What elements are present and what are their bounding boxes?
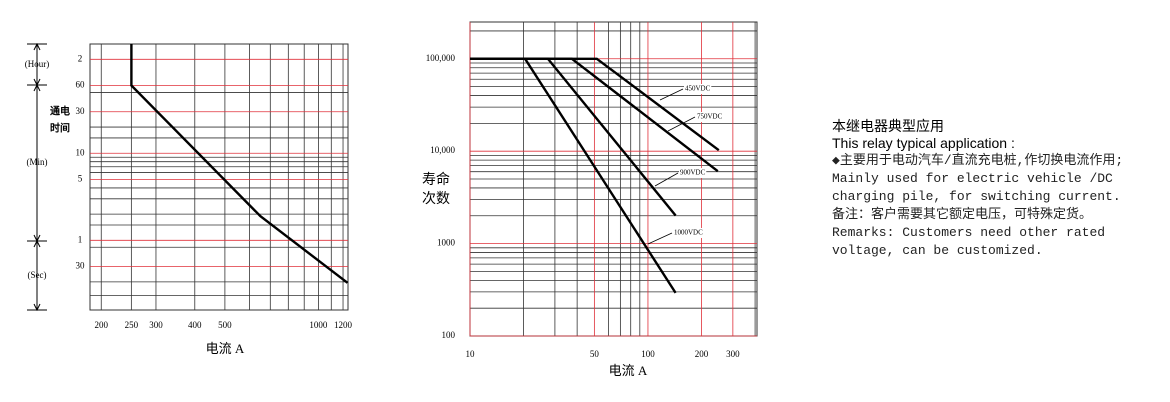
x-tick-label: 300 bbox=[149, 320, 163, 330]
x-tick-label: 250 bbox=[125, 320, 139, 330]
series-label: 900VDC bbox=[680, 169, 706, 177]
y-tick-label: 10,000 bbox=[430, 145, 455, 155]
series-label: 450VDC bbox=[685, 85, 711, 93]
unit-label: (Sec) bbox=[28, 270, 47, 280]
y-tick-label: 30 bbox=[76, 106, 86, 116]
series-line bbox=[470, 57, 677, 217]
y-tick-label: 2 bbox=[78, 53, 83, 63]
leader-line bbox=[654, 172, 679, 187]
series-line bbox=[130, 44, 349, 284]
x-label: 电流 A bbox=[206, 341, 245, 356]
unit-label: (Min) bbox=[27, 157, 48, 167]
series-label: 1000VDC bbox=[674, 229, 703, 237]
leader-line bbox=[667, 116, 696, 132]
x-tick-label: 100 bbox=[641, 349, 655, 359]
x-tick-label: 10 bbox=[466, 349, 476, 359]
text-line: 备注：客户需要其它额定电压，可特殊定货。 bbox=[832, 207, 1093, 222]
y-label: 时间 bbox=[50, 121, 70, 134]
series-line bbox=[470, 57, 677, 294]
charts: (Hour) (Min) (Sec) 通电 时间 电流 A 寿命 次数 电流 A… bbox=[25, 21, 758, 378]
description: 本继电器典型应用 This relay typical application … bbox=[832, 118, 1152, 260]
y-label: 次数 bbox=[422, 191, 450, 207]
y-label: 寿命 bbox=[422, 171, 450, 188]
x-tick-label: 50 bbox=[590, 349, 600, 359]
subheading: This relay typical application : bbox=[832, 135, 1015, 151]
x-tick-label: 300 bbox=[726, 349, 740, 359]
y-tick-label: 60 bbox=[76, 80, 86, 90]
unit-label: (Hour) bbox=[25, 59, 50, 69]
x-tick-label: 1200 bbox=[334, 320, 353, 330]
label-bg bbox=[684, 84, 712, 94]
y-tick-label: 100,000 bbox=[426, 53, 456, 63]
text-line: ◆主要用于电动汽车/直流充电桩,作切换电流作用; bbox=[832, 153, 1124, 168]
x-tick-label: 500 bbox=[218, 320, 232, 330]
y-tick-label: 30 bbox=[76, 261, 86, 271]
leader-line bbox=[659, 88, 684, 101]
x-tick-label: 400 bbox=[188, 320, 202, 330]
label-bg bbox=[679, 168, 707, 178]
x-label: 电流 A bbox=[609, 363, 648, 378]
label-bg bbox=[696, 112, 724, 122]
series-label: 750VDC bbox=[697, 113, 723, 121]
time-bracket bbox=[27, 42, 47, 312]
y-tick-label: 5 bbox=[78, 174, 83, 184]
x-tick-label: 1000 bbox=[309, 320, 328, 330]
text-line: Mainly used for electric vehicle /DC cha… bbox=[832, 171, 1121, 204]
x-tick-label: 200 bbox=[95, 320, 109, 330]
heading: 本继电器典型应用 bbox=[832, 118, 944, 134]
x-tick-label: 200 bbox=[695, 349, 709, 359]
leader-line bbox=[647, 232, 673, 245]
text-line: Remarks: Customers need other rated volt… bbox=[832, 225, 1106, 258]
y-label: 通电 bbox=[50, 104, 70, 117]
label-bg bbox=[673, 228, 704, 238]
plot-frame bbox=[89, 43, 349, 311]
y-tick-label: 1 bbox=[78, 234, 83, 244]
y-tick-label: 1000 bbox=[437, 238, 456, 248]
y-tick-label: 100 bbox=[442, 330, 456, 340]
y-tick-label: 10 bbox=[76, 147, 86, 157]
